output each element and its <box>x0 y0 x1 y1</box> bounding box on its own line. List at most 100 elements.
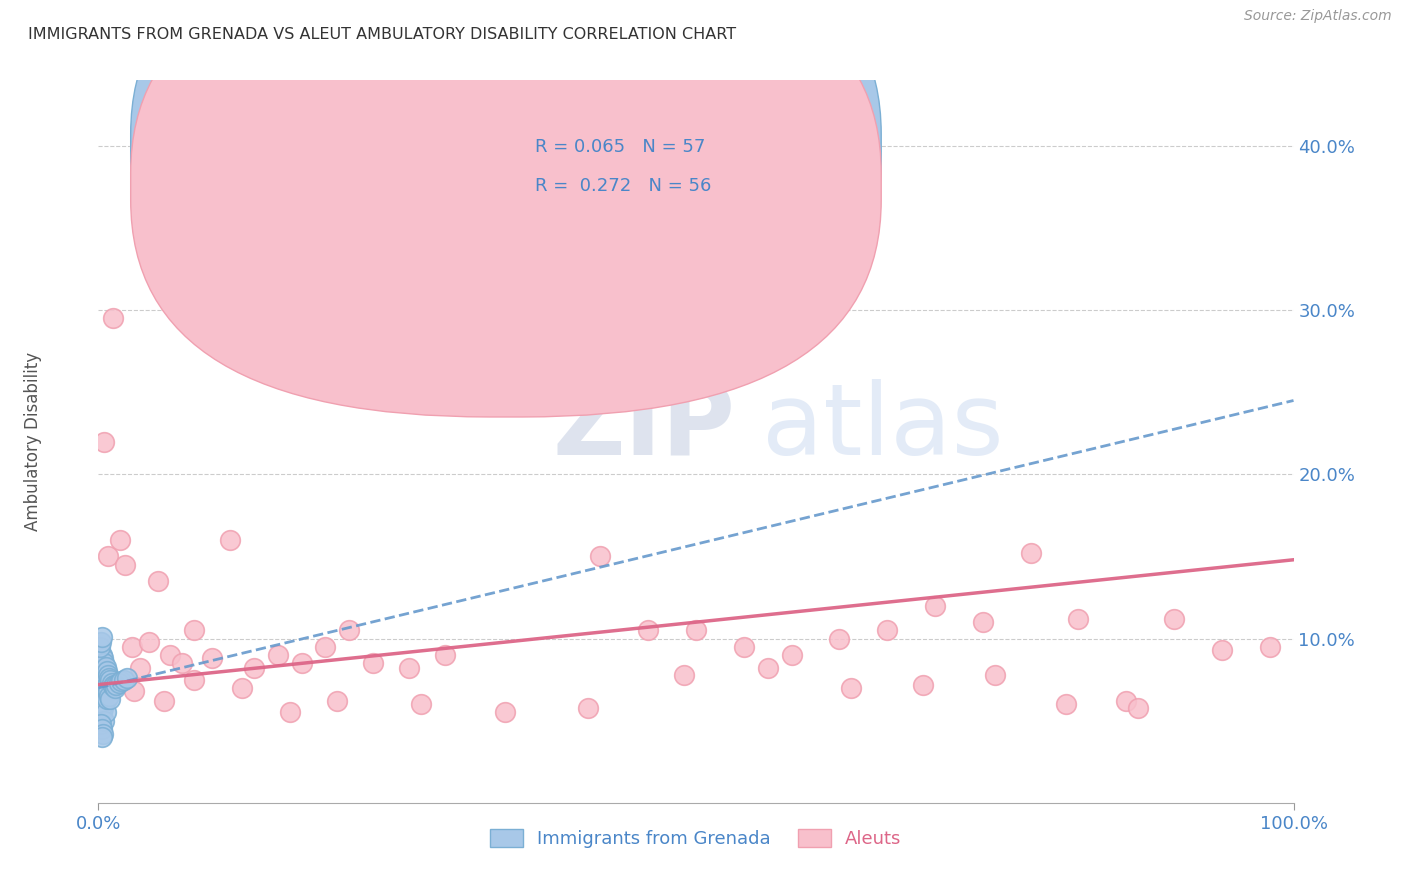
Point <box>673 667 696 681</box>
Point <box>93 677 115 691</box>
Point <box>115 671 138 685</box>
Point <box>93 714 115 728</box>
Point <box>326 694 349 708</box>
Point <box>315 640 337 654</box>
Point <box>201 651 224 665</box>
Point <box>98 673 122 687</box>
Point <box>138 635 160 649</box>
FancyBboxPatch shape <box>463 120 845 218</box>
Point <box>93 698 115 712</box>
Point <box>97 684 120 698</box>
Point <box>398 661 420 675</box>
Point <box>589 549 612 564</box>
FancyBboxPatch shape <box>131 0 882 378</box>
Point <box>93 434 115 449</box>
Point <box>129 661 152 675</box>
Text: R =  0.272   N = 56: R = 0.272 N = 56 <box>534 178 711 195</box>
Point <box>96 692 118 706</box>
Point <box>1211 643 1233 657</box>
Point <box>101 311 124 326</box>
Point <box>124 684 146 698</box>
Point <box>91 681 114 695</box>
Point <box>91 665 114 679</box>
Point <box>91 698 114 712</box>
Text: R = 0.065   N = 57: R = 0.065 N = 57 <box>534 138 704 156</box>
Point <box>93 667 115 681</box>
Point <box>984 667 1007 681</box>
Point <box>924 599 946 613</box>
Point <box>101 679 124 693</box>
Point <box>91 676 114 690</box>
Point <box>93 657 115 671</box>
Text: IMMIGRANTS FROM GRENADA VS ALEUT AMBULATORY DISABILITY CORRELATION CHART: IMMIGRANTS FROM GRENADA VS ALEUT AMBULAT… <box>28 27 737 42</box>
Point <box>89 689 111 703</box>
Point <box>90 684 112 698</box>
Point <box>780 648 803 662</box>
Point <box>91 669 114 683</box>
Point <box>1258 640 1281 654</box>
Point <box>91 651 114 665</box>
Point <box>90 673 112 687</box>
Point <box>1128 700 1150 714</box>
Point <box>876 624 898 638</box>
Point <box>97 667 120 681</box>
Point <box>114 558 136 572</box>
Point <box>91 727 114 741</box>
Point <box>107 676 129 690</box>
Point <box>278 706 301 720</box>
Point <box>105 677 128 691</box>
Point <box>98 692 122 706</box>
Point <box>90 700 112 714</box>
Point <box>98 671 121 685</box>
Point <box>153 694 176 708</box>
Point <box>756 661 779 675</box>
Point <box>434 648 457 662</box>
Point <box>1067 612 1090 626</box>
Point <box>91 648 114 662</box>
Point <box>103 677 125 691</box>
Point <box>94 659 117 673</box>
Point <box>267 648 290 662</box>
Text: Source: ZipAtlas.com: Source: ZipAtlas.com <box>1244 9 1392 23</box>
Point <box>494 706 516 720</box>
Point <box>1163 612 1185 626</box>
Point <box>90 651 112 665</box>
Point <box>94 671 117 685</box>
Point <box>91 684 114 698</box>
Point <box>89 673 111 687</box>
Point <box>411 698 433 712</box>
Point <box>243 661 266 675</box>
Point <box>911 677 934 691</box>
Point <box>93 689 115 703</box>
Point <box>112 673 135 687</box>
Point <box>104 681 127 695</box>
Point <box>90 665 112 679</box>
Point <box>578 700 600 714</box>
Text: atlas: atlas <box>762 378 1004 475</box>
Point <box>1115 694 1137 708</box>
Point <box>89 661 111 675</box>
Point <box>828 632 851 646</box>
Point <box>90 717 112 731</box>
FancyBboxPatch shape <box>131 0 882 417</box>
Point <box>96 677 118 691</box>
Point <box>91 706 114 720</box>
Point <box>1019 546 1042 560</box>
Point <box>90 635 112 649</box>
Point <box>91 730 114 744</box>
Point <box>89 640 111 654</box>
Point <box>183 624 205 638</box>
Point <box>89 681 111 695</box>
Point <box>159 648 181 662</box>
Point <box>148 574 170 588</box>
Point <box>363 657 385 671</box>
Point <box>231 681 253 695</box>
Point <box>94 706 117 720</box>
Point <box>506 377 529 392</box>
Point <box>541 372 564 386</box>
Point <box>972 615 994 630</box>
Point <box>94 681 117 695</box>
Point <box>291 657 314 671</box>
Point <box>98 689 121 703</box>
Text: ZIP: ZIP <box>553 378 735 475</box>
